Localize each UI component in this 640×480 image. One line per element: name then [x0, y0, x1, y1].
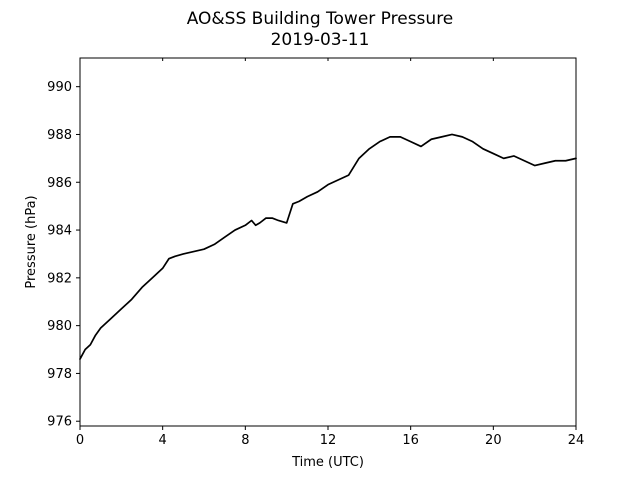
plot-area — [80, 58, 576, 426]
pressure-line — [79, 133, 577, 360]
x-tick-label: 4 — [159, 433, 167, 448]
y-axis-label: Pressure (hPa) — [24, 195, 39, 288]
x-tick-label: 16 — [402, 433, 419, 448]
x-tick-label: 0 — [76, 433, 84, 448]
y-tick-label: 980 — [47, 319, 72, 334]
x-tick-label: 12 — [320, 433, 337, 448]
x-tick-label: 8 — [241, 433, 249, 448]
y-tick-label: 988 — [47, 128, 72, 143]
x-tick-label: 24 — [568, 433, 585, 448]
chart-subtitle: 2019-03-11 — [271, 30, 370, 50]
plot-frame — [79, 57, 577, 427]
y-tick-label: 982 — [47, 271, 72, 286]
y-tick-label: 986 — [47, 176, 72, 191]
x-axis-label: Time (UTC) — [291, 455, 364, 470]
axis-tick-labels: 0 4 8 12 16 20 24 976 978 980 982 984 986 988 990 — [47, 80, 584, 448]
chart-title: AO&SS Building Tower Pressure — [187, 9, 454, 29]
y-tick-label: 990 — [47, 80, 72, 95]
x-tick-label: 20 — [485, 433, 502, 448]
y-tick-label: 984 — [47, 224, 72, 239]
y-tick-label: 978 — [47, 367, 72, 382]
y-tick-label: 976 — [47, 415, 72, 430]
